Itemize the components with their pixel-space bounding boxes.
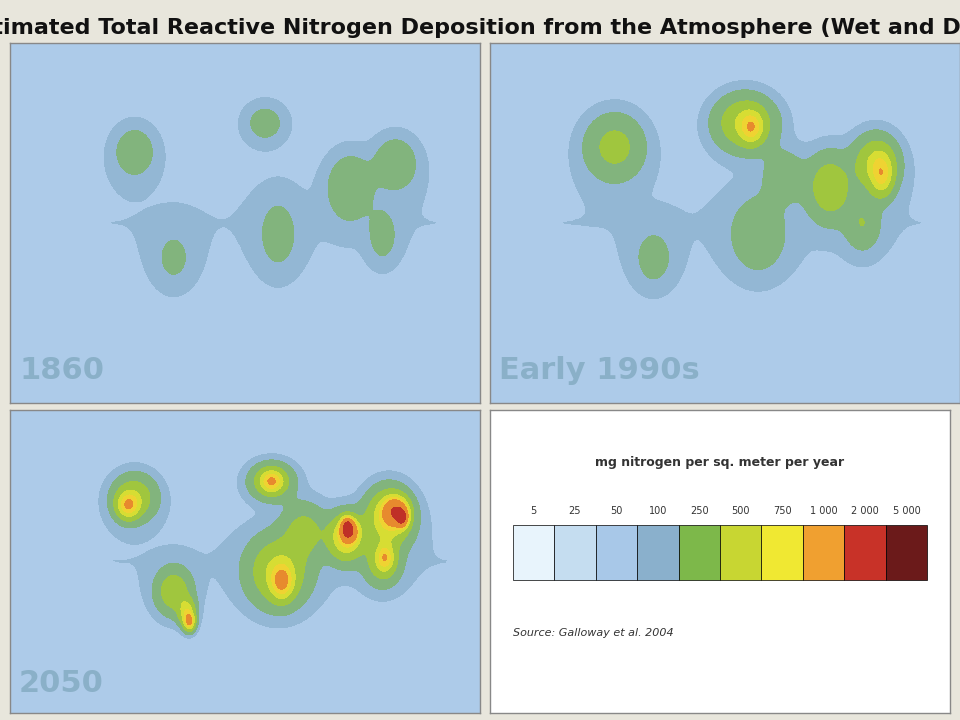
Text: 1860: 1860 xyxy=(19,356,104,385)
Bar xyxy=(637,526,679,580)
Text: 5 000: 5 000 xyxy=(893,506,921,516)
Bar xyxy=(720,526,761,580)
Text: 2050: 2050 xyxy=(19,669,104,698)
Bar xyxy=(554,526,595,580)
Text: 500: 500 xyxy=(732,506,750,516)
Bar xyxy=(761,526,803,580)
Text: 2 000: 2 000 xyxy=(852,506,879,516)
Bar xyxy=(679,526,720,580)
Text: 25: 25 xyxy=(568,506,581,516)
Text: 1 000: 1 000 xyxy=(810,506,837,516)
Bar xyxy=(886,526,927,580)
Text: 50: 50 xyxy=(611,506,622,516)
Bar xyxy=(845,526,886,580)
Bar xyxy=(513,526,554,580)
Text: Early 1990s: Early 1990s xyxy=(499,356,700,385)
Text: mg nitrogen per sq. meter per year: mg nitrogen per sq. meter per year xyxy=(595,456,845,469)
Bar xyxy=(803,526,845,580)
Text: Source: Galloway et al. 2004: Source: Galloway et al. 2004 xyxy=(513,628,673,638)
Text: Estimated Total Reactive Nitrogen Deposition from the Atmosphere (Wet and Dry): Estimated Total Reactive Nitrogen Deposi… xyxy=(0,18,960,38)
Text: 100: 100 xyxy=(649,506,667,516)
Text: 250: 250 xyxy=(690,506,708,516)
Bar xyxy=(595,526,637,580)
Text: 750: 750 xyxy=(773,506,792,516)
Text: 5: 5 xyxy=(530,506,537,516)
